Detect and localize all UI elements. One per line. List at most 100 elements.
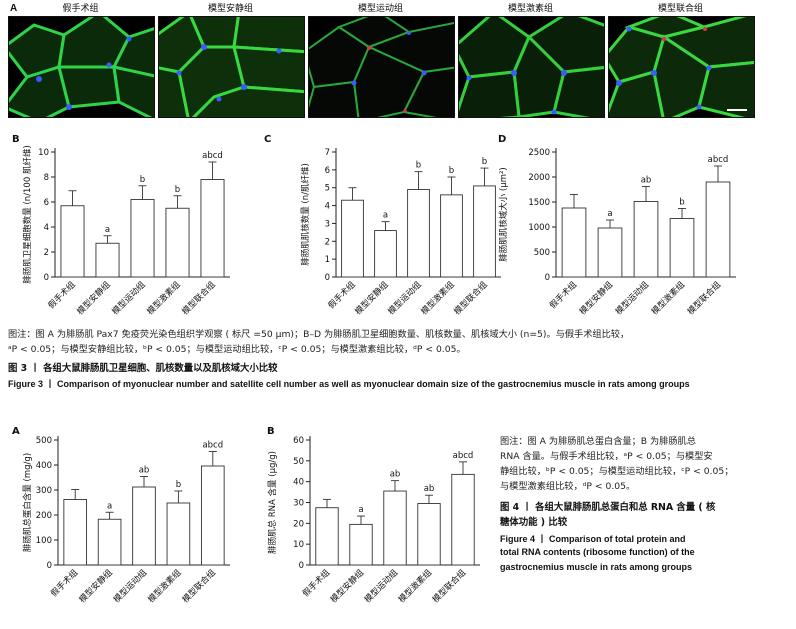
bar (669, 218, 695, 278)
x-tick-label: 模型安静组 (577, 279, 615, 317)
x-tick-label: 模型激素组 (146, 567, 184, 605)
micrograph-model-hormone (458, 16, 605, 118)
chart-4a: A 腓肠肌总蛋白含量 (mg/g) 0 100 200 300 400 500 假手术组 a 模型安… (12, 426, 230, 605)
panel-letter: B (12, 134, 20, 145)
significance-label: abcd (708, 155, 729, 165)
bar (705, 181, 731, 278)
micrograph-model-combined (608, 16, 755, 118)
y-tick-label: 60 (293, 436, 304, 446)
x-tick-label: 模型安静组 (328, 567, 366, 605)
y-tick-label: 0 (47, 561, 52, 571)
y-tick-label: 500 (534, 248, 550, 258)
y-tick-label: 0 (325, 273, 330, 283)
bar (165, 207, 190, 278)
y-tick-label: 2500 (528, 148, 550, 158)
bar (633, 201, 659, 278)
x-tick-label: 假手术组 (300, 567, 332, 599)
bar (200, 465, 225, 566)
y-tick-label: 1500 (528, 198, 550, 208)
x-tick-label: 假手术组 (547, 279, 579, 311)
significance-label: ab (139, 466, 150, 476)
fig3-title-zh: 图 3 丨 各组大鼠腓肠肌卫星细胞、肌核数量以及肌核域大小比较 (8, 363, 278, 374)
x-tick-label: 模型安静组 (353, 279, 391, 317)
fig3-title-en: Figure 3 丨 Comparison of myonuclear numb… (8, 379, 690, 389)
fig4-caption-line: 图注：图 A 为腓肠肌总蛋白含量；B 为腓肠肌总 (500, 436, 696, 447)
y-tick-label: 4 (44, 223, 49, 233)
significance-label: b (140, 175, 145, 185)
fig3-caption-line2: ᵃP < 0.05；与模型安静组比较，ᵇP < 0.05；与模型运动组比较，ᶜP… (8, 344, 466, 355)
bar (132, 486, 156, 566)
x-tick-label: 模型联合组 (452, 279, 490, 317)
chart-3d: D 腓肠肌肌核域大小 (μm²) 0 500 1000 1500 2000 2500 假手术组 a… (498, 134, 736, 317)
y-tick-label: 4 (325, 202, 330, 212)
y-axis-label: 腓肠肌肌核数量 (n/肌纤维) (300, 163, 311, 266)
significance-label: b (679, 198, 684, 208)
panel-letter: B (267, 426, 275, 437)
bar (383, 490, 407, 566)
significance-label: abcd (202, 441, 223, 451)
y-tick-label: 1 (325, 255, 330, 265)
y-tick-label: 300 (36, 486, 52, 496)
micrograph-model-exercise (308, 16, 455, 118)
fig4-caption-line: 与模型激素组比较，ᵈP < 0.05。 (500, 481, 636, 492)
y-tick-label: 200 (36, 511, 52, 521)
panel-letter: A (12, 426, 20, 437)
bar (597, 227, 623, 278)
y-axis-label: 腓肠肌卫星细胞数量 (n/100 肌纤维) (22, 145, 33, 284)
bar (349, 523, 373, 566)
x-tick-label: 假手术组 (46, 279, 78, 311)
significance-label: b (416, 161, 421, 171)
x-tick-label: 假手术组 (48, 567, 80, 599)
bar (130, 199, 155, 278)
significance-label: a (383, 211, 388, 221)
bar (60, 205, 85, 278)
y-tick-label: 5 (325, 184, 330, 194)
micrograph-label: 模型激素组 (507, 4, 553, 14)
fig4-title-en-line: Figure 4 丨 Comparison of total protein a… (500, 534, 686, 544)
x-tick-label: 假手术组 (326, 279, 358, 311)
bar (166, 502, 191, 566)
y-axis-label: 腓肠肌肌核域大小 (μm²) (498, 167, 509, 261)
y-tick-label: 1000 (528, 223, 550, 233)
bar (417, 503, 441, 566)
fig4-title-en-line: total RNA contents (ribosome function) o… (500, 547, 695, 557)
x-tick-label: 模型安静组 (75, 279, 113, 317)
fig4-title-en-line: gastrocnemius muscle in rats among group… (500, 562, 693, 572)
y-tick-label: 400 (36, 461, 52, 471)
y-axis-label: 腓肠肌总 RNA 含量 (μg/g) (267, 451, 278, 554)
x-tick-label: 模型运动组 (111, 567, 149, 605)
bar (473, 185, 496, 278)
bar (63, 499, 88, 566)
micrograph-label: 模型联合组 (657, 4, 703, 14)
y-tick-label: 2 (44, 248, 49, 258)
fig4-caption-line: 静组比较，ᵇP < 0.05；与模型运动组比较，ᶜP < 0.05； (500, 466, 734, 477)
panel-a-letter: A (10, 3, 18, 14)
panel-letter: D (498, 134, 506, 145)
bar (440, 194, 463, 278)
significance-label: b (175, 185, 180, 195)
micrograph-sham (8, 16, 155, 118)
y-tick-label: 50 (293, 457, 304, 467)
y-tick-label: 500 (36, 436, 52, 446)
x-tick-label: 模型运动组 (110, 279, 148, 317)
micrograph-label: 假手术组 (62, 4, 99, 14)
bar (97, 518, 122, 566)
x-tick-label: 模型联合组 (180, 567, 218, 605)
significance-label: a (107, 501, 112, 511)
x-tick-label: 模型联合组 (430, 567, 468, 605)
chart-3c: C 腓肠肌肌核数量 (n/肌纤维) 0 1 2 3 4 5 6 7 假手术组 a 模型安静组 b 模型运动组… (264, 134, 501, 317)
significance-label: b (449, 166, 454, 176)
significance-label: b (176, 480, 181, 490)
micrograph-label: 模型安静组 (207, 4, 253, 14)
panel-letter: C (264, 134, 271, 145)
micrograph-model-rest (158, 16, 305, 118)
significance-label: ab (641, 176, 652, 186)
x-tick-label: 模型激素组 (419, 279, 457, 317)
y-tick-label: 0 (44, 273, 49, 283)
y-tick-label: 2 (325, 237, 330, 247)
y-tick-label: 0 (545, 273, 550, 283)
y-tick-label: 3 (325, 219, 330, 229)
bar (200, 179, 225, 278)
fig3-caption-line1: 图注：图 A 为腓肠肌 Pax7 免疫荧光染色组织学观察 ( 标尺 =50 μm… (8, 329, 630, 340)
